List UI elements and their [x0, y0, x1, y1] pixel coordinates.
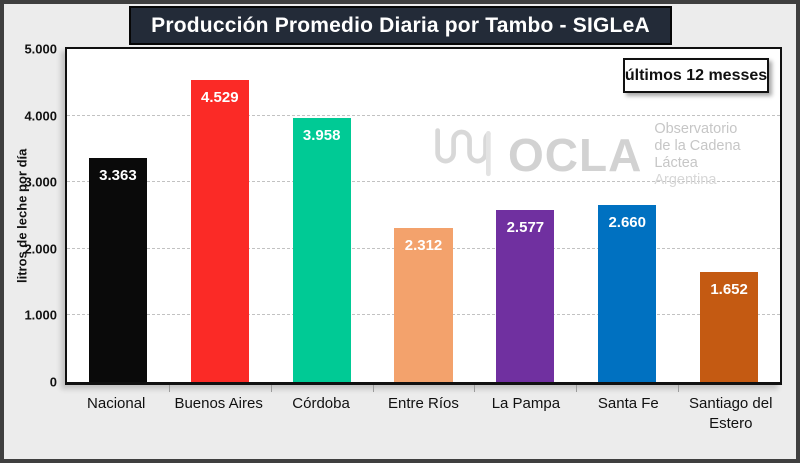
x-axis-label-santiago-del-estero: Santiago del Estero [689, 395, 773, 432]
x-axis-label-la-pampa: La Pampa [491, 395, 561, 412]
watermark-line-2: de la Cadena Láctea [654, 138, 741, 172]
x-axis-label-entre-ríos: Entre Ríos [388, 395, 459, 412]
x-axis-tick [678, 385, 680, 392]
bar-column-4: 2.312 [373, 49, 475, 382]
x-axis-label-córdoba: Córdoba [292, 395, 350, 412]
bar-value-label: 2.660 [608, 213, 646, 231]
y-axis-ticks: 0 1.000 2.000 3.000 4.000 5.000 [0, 42, 57, 390]
bar-value-label: 2.312 [404, 237, 443, 255]
x-axis-tick [168, 385, 170, 392]
bar-santiago-del-estero: 1.652 [700, 271, 759, 382]
y-tick-label-2.000: 2.000 [24, 241, 57, 257]
x-axis-label-buenos-aires: Buenos Aires [174, 395, 263, 412]
bar-value-label: 3.363 [99, 167, 137, 185]
chart-title: Producción Promedio Diaria por Tambo - S… [151, 13, 650, 37]
bar-column-7: 1.652 [678, 49, 780, 382]
gridline-4000 [67, 114, 780, 116]
period-badge-label: últimos 12 messes [624, 66, 768, 84]
y-tick-label-3.000: 3.000 [24, 174, 57, 190]
bar-value-label: 1.652 [710, 280, 748, 298]
x-axis-label-nacional: Nacional [87, 395, 146, 412]
plot-area: OCLA Observatorio de la Cadena Láctea Ar… [65, 47, 782, 392]
bar-value-label: 4.529 [201, 89, 239, 107]
ocla-watermark: OCLA Observatorio de la Cadena Láctea Ar… [432, 121, 780, 189]
bar-value-label: 3.958 [302, 127, 341, 145]
bar-column-1: 3.363 [67, 49, 169, 382]
period-badge: últimos 12 messes [623, 58, 769, 93]
bar-córdoba: 3.958 [292, 118, 351, 382]
gridline-3000 [67, 181, 780, 183]
ocla-milk-drip-icon [435, 128, 491, 177]
x-axis-tick [576, 385, 578, 392]
x-axis-labels: Nacional Buenos Aires Córdoba Entre Ríos La … [65, 394, 782, 433]
bar-column-5: 2.577 [474, 49, 576, 382]
x-axis-tick [474, 385, 476, 392]
watermark-line-3: Argentina [654, 172, 717, 189]
ocla-logo-text: OCLA [507, 129, 643, 182]
y-tick-label-0: 0 [49, 374, 57, 390]
x-axis-tick [270, 385, 272, 392]
y-tick-label-1.000: 1.000 [24, 307, 57, 323]
bar-column-6: 2.660 [576, 49, 678, 382]
bar-column-2: 4.529 [169, 49, 271, 382]
bar-entre-ríos: 2.312 [394, 228, 453, 382]
bar-nacional: 3.363 [88, 158, 147, 382]
bar-la-pampa: 2.577 [496, 210, 555, 382]
bar-series: 3.363 4.529 3.958 2.312 2.577 2.660 1.652 [67, 49, 780, 382]
watermark-line-1: Observatorio [654, 121, 738, 137]
ocla-subtitle: Observatorio de la Cadena Láctea Argenti… [654, 121, 780, 189]
chart-title-box: Producción Promedio Diaria por Tambo - S… [129, 6, 672, 45]
bar-buenos-aires: 4.529 [190, 80, 249, 382]
y-tick-label-5.000: 5.000 [24, 41, 57, 57]
bar-column-3: 3.958 [271, 49, 373, 382]
y-tick-label-4.000: 4.000 [24, 108, 57, 124]
bar-santa-fe: 2.660 [598, 204, 657, 382]
x-axis-tick [372, 385, 374, 392]
bar-value-label: 2.577 [506, 219, 545, 237]
x-axis-label-santa-fe: Santa Fe [597, 395, 659, 412]
